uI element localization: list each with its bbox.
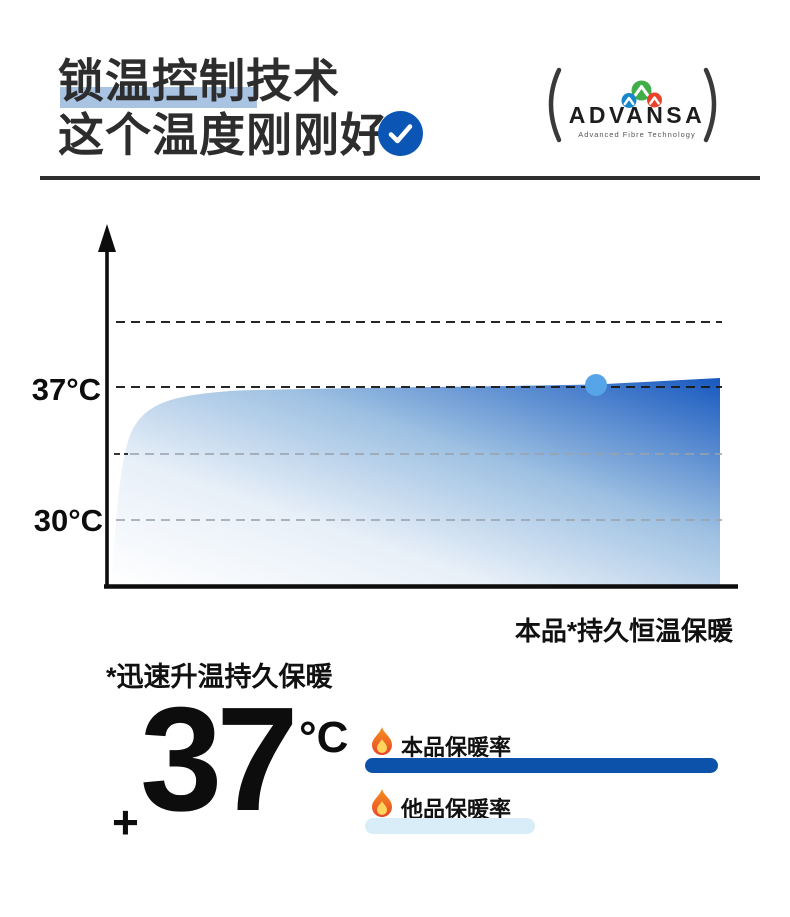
y-axis-arrowhead — [98, 224, 116, 252]
logo-tagline: Advanced Fibre Technology — [578, 130, 695, 139]
logo-paren-right — [703, 67, 717, 143]
headline-temperature-unit: °C — [299, 713, 349, 762]
legend-bar-own-product — [365, 758, 718, 773]
temperature-area-series — [112, 378, 720, 585]
logo-paren-left — [548, 67, 562, 143]
flame-icon — [370, 789, 394, 822]
flame-icon — [370, 727, 394, 760]
page-title-line2: 这个温度刚刚好 — [58, 109, 387, 161]
title-highlight-bar — [60, 87, 257, 108]
chart-caption: 本品*持久恒温保暖 — [514, 616, 733, 646]
page-title-line1: 锁温控制技术 — [58, 55, 340, 107]
advansa-logo: ADVANSA Advanced Fibre Technology — [538, 55, 738, 155]
series-marker-dot — [585, 374, 607, 396]
logo-wordmark: ADVANSA — [569, 102, 706, 128]
legend-label-other-product: 他品保暖率 — [401, 797, 512, 822]
headline-temperature-value: 37 — [140, 677, 299, 842]
legend-label-own-product: 本品保暖率 — [401, 735, 512, 760]
y-tick-30: 30°C — [34, 503, 103, 538]
y-tick-37: 37°C — [32, 372, 101, 407]
headline-plus-sign: + — [112, 796, 139, 848]
legend-bar-other-product — [365, 818, 535, 834]
page-title: 锁温控制技术 这个温度刚刚好 — [58, 54, 387, 162]
check-icon — [378, 111, 423, 161]
header-divider — [40, 176, 760, 180]
footnote-text: *迅速升温持久保暖 — [106, 662, 333, 692]
